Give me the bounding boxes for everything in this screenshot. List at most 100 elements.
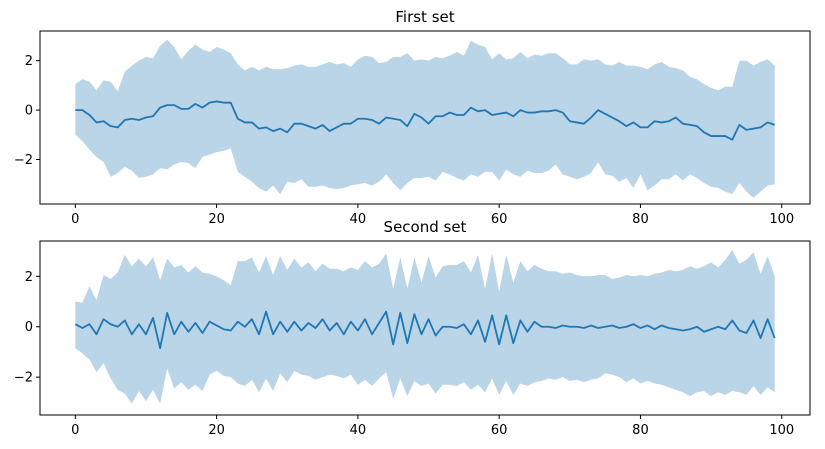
data-point xyxy=(519,319,521,321)
data-point xyxy=(378,122,380,124)
y-tick-label: 2 xyxy=(25,54,33,69)
data-point xyxy=(569,120,571,122)
data-point xyxy=(562,324,564,326)
data-point xyxy=(696,125,698,127)
data-point xyxy=(456,327,458,329)
data-point xyxy=(583,327,585,329)
data-point xyxy=(173,104,175,106)
data-point xyxy=(159,106,161,108)
data-point xyxy=(724,135,726,137)
data-point xyxy=(766,318,768,320)
data-point xyxy=(554,327,556,329)
data-point xyxy=(604,113,606,115)
data-point xyxy=(406,342,408,344)
data-point xyxy=(378,322,380,324)
data-point xyxy=(88,323,90,325)
data-point xyxy=(109,323,111,325)
data-point xyxy=(498,343,500,345)
data-point xyxy=(385,116,387,118)
data-point xyxy=(300,329,302,331)
data-point xyxy=(293,122,295,124)
data-point xyxy=(639,327,641,329)
data-point xyxy=(131,118,133,120)
data-point xyxy=(660,121,662,123)
data-point xyxy=(526,111,528,113)
data-point xyxy=(265,126,267,128)
data-point xyxy=(477,110,479,112)
data-point xyxy=(343,122,345,124)
data-point xyxy=(583,122,585,124)
data-point xyxy=(752,127,754,129)
data-point xyxy=(180,321,182,323)
data-point xyxy=(102,318,104,320)
data-point xyxy=(512,115,514,117)
data-point xyxy=(745,129,747,131)
data-point xyxy=(463,114,465,116)
plot-area xyxy=(74,249,776,404)
data-point xyxy=(194,322,196,324)
data-point xyxy=(646,126,648,128)
data-point xyxy=(766,121,768,123)
data-point xyxy=(611,324,613,326)
data-point xyxy=(434,334,436,336)
data-point xyxy=(604,326,606,328)
data-point xyxy=(385,310,387,312)
data-point xyxy=(456,114,458,116)
data-point xyxy=(590,324,592,326)
axes-frame xyxy=(39,240,811,416)
data-point xyxy=(399,312,401,314)
data-point xyxy=(519,109,521,111)
data-point xyxy=(328,329,330,331)
data-point xyxy=(533,321,535,323)
data-point xyxy=(618,327,620,329)
data-point xyxy=(95,121,97,123)
y-tick-label: 2 xyxy=(25,270,33,285)
data-point xyxy=(286,131,288,133)
data-point xyxy=(117,126,119,128)
data-point xyxy=(279,127,281,129)
data-point xyxy=(328,130,330,132)
confidence-band xyxy=(75,39,775,198)
data-point xyxy=(576,326,578,328)
subplot-1: First set 0 20 40 60 80 100 −2 0 2 xyxy=(14,8,811,227)
data-point xyxy=(88,114,90,116)
data-point xyxy=(625,326,627,328)
data-point xyxy=(201,106,203,108)
x-tick-label: 80 xyxy=(632,212,649,227)
data-point xyxy=(258,333,260,335)
series-line xyxy=(74,310,776,350)
data-point xyxy=(272,130,274,132)
data-point xyxy=(392,118,394,120)
data-point xyxy=(279,321,281,323)
data-point xyxy=(357,329,359,331)
data-point xyxy=(710,328,712,330)
data-point xyxy=(611,116,613,118)
data-point xyxy=(208,321,210,323)
data-point xyxy=(597,109,599,111)
data-point xyxy=(731,319,733,321)
data-point xyxy=(526,331,528,333)
data-point xyxy=(258,127,260,129)
data-point xyxy=(81,109,83,111)
data-point xyxy=(759,337,761,339)
data-point xyxy=(491,314,493,316)
data-point xyxy=(145,116,147,118)
data-point xyxy=(738,124,740,126)
data-point xyxy=(357,118,359,120)
data-point xyxy=(703,331,705,333)
x-tick-label: 20 xyxy=(208,212,225,227)
data-point xyxy=(81,327,83,329)
x-tick-label: 40 xyxy=(350,423,367,438)
y-tick-label: −2 xyxy=(14,153,33,168)
data-point xyxy=(632,121,634,123)
y-tick-label: 0 xyxy=(25,320,33,335)
data-point xyxy=(533,111,535,113)
data-point xyxy=(392,343,394,345)
data-point xyxy=(138,119,140,121)
data-point xyxy=(237,118,239,120)
data-point xyxy=(547,326,549,328)
data-point xyxy=(166,312,168,314)
data-point xyxy=(371,119,373,121)
y-tick-label: −2 xyxy=(14,371,33,386)
